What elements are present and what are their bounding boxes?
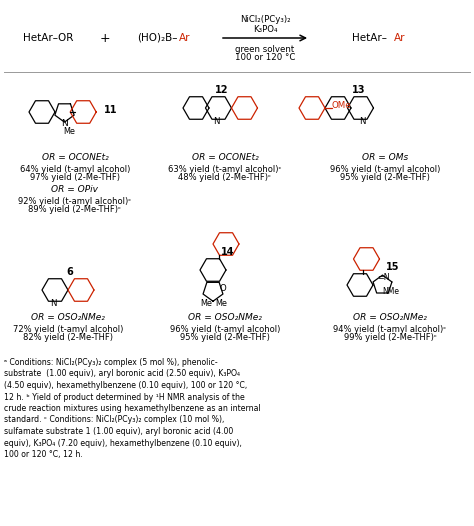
Text: Ar: Ar xyxy=(179,33,191,43)
Text: NMe: NMe xyxy=(382,288,399,297)
Text: 97% yield (2-Me-THF): 97% yield (2-Me-THF) xyxy=(30,174,120,183)
Text: 64% yield (t-amyl alcohol): 64% yield (t-amyl alcohol) xyxy=(20,165,130,174)
Text: 95% yield (2-Me-THF): 95% yield (2-Me-THF) xyxy=(180,333,270,342)
Text: 95% yield (2-Me-THF): 95% yield (2-Me-THF) xyxy=(340,174,430,183)
Text: O: O xyxy=(219,284,227,294)
Text: 13: 13 xyxy=(352,85,365,95)
Text: (HO)₂B–: (HO)₂B– xyxy=(137,33,177,43)
Text: HetAr–OR: HetAr–OR xyxy=(23,33,73,43)
Text: Me: Me xyxy=(200,299,212,308)
Text: 15: 15 xyxy=(386,262,399,272)
Text: HetAr–: HetAr– xyxy=(353,33,388,43)
Text: equiv), K₃PO₄ (7.20 equiv), hexamethylbenzene (0.10 equiv),: equiv), K₃PO₄ (7.20 equiv), hexamethylbe… xyxy=(4,439,242,448)
Text: 63% yield (t-amyl alcohol)ᶜ: 63% yield (t-amyl alcohol)ᶜ xyxy=(168,165,282,174)
Text: N: N xyxy=(61,118,68,127)
Text: 100 or 120 °C, 12 h.: 100 or 120 °C, 12 h. xyxy=(4,450,83,459)
Text: OR = OSO₂NMe₂: OR = OSO₂NMe₂ xyxy=(188,313,262,322)
Text: 96% yield (t-amyl alcohol): 96% yield (t-amyl alcohol) xyxy=(330,165,440,174)
Text: 12 h. ᵇ Yield of product determined by ¹H NMR analysis of the: 12 h. ᵇ Yield of product determined by ¹… xyxy=(4,392,245,401)
Text: 48% yield (2-Me-THF)ᶜ: 48% yield (2-Me-THF)ᶜ xyxy=(179,174,272,183)
Text: N: N xyxy=(359,116,366,126)
Text: 82% yield (2-Me-THF): 82% yield (2-Me-THF) xyxy=(23,333,113,342)
Text: 12: 12 xyxy=(215,85,228,95)
Text: Ar: Ar xyxy=(394,33,406,43)
Text: standard. ᶜ Conditions: NiCl₂(PCy₃)₂ complex (10 mol %),: standard. ᶜ Conditions: NiCl₂(PCy₃)₂ com… xyxy=(4,416,224,424)
Text: 92% yield (t-amyl alcohol)ᶜ: 92% yield (t-amyl alcohol)ᶜ xyxy=(18,197,132,206)
Text: 99% yield (2-Me-THF)ᶜ: 99% yield (2-Me-THF)ᶜ xyxy=(344,333,437,342)
Text: OR = OCONEt₂: OR = OCONEt₂ xyxy=(191,154,258,163)
Text: 14: 14 xyxy=(221,247,235,257)
Text: K₃PO₄: K₃PO₄ xyxy=(253,25,277,34)
Text: NiCl₂(PCy₃)₂: NiCl₂(PCy₃)₂ xyxy=(240,15,290,25)
Text: substrate  (1.00 equiv), aryl boronic acid (2.50 equiv), K₃PO₄: substrate (1.00 equiv), aryl boronic aci… xyxy=(4,369,240,379)
Text: OR = OSO₂NMe₂: OR = OSO₂NMe₂ xyxy=(353,313,427,322)
Text: (4.50 equiv), hexamethylbenzene (0.10 equiv), 100 or 120 °C,: (4.50 equiv), hexamethylbenzene (0.10 eq… xyxy=(4,381,247,390)
Text: OR = OMs: OR = OMs xyxy=(362,154,408,163)
Text: OR = OSO₂NMe₂: OR = OSO₂NMe₂ xyxy=(31,313,105,322)
Text: Me: Me xyxy=(215,299,227,308)
Text: 100 or 120 °C: 100 or 120 °C xyxy=(235,54,295,63)
Text: =N: =N xyxy=(377,272,390,281)
Text: crude reaction mixtures using hexamethylbenzene as an internal: crude reaction mixtures using hexamethyl… xyxy=(4,404,261,413)
Text: OMe: OMe xyxy=(331,102,351,110)
Text: sulfamate substrate 1 (1.00 equiv), aryl boronic acid (4.00: sulfamate substrate 1 (1.00 equiv), aryl… xyxy=(4,427,233,436)
Text: +: + xyxy=(100,32,110,45)
Text: N: N xyxy=(50,299,56,309)
Text: 94% yield (t-amyl alcohol)ᶜ: 94% yield (t-amyl alcohol)ᶜ xyxy=(333,325,447,333)
Text: 72% yield (t-amyl alcohol): 72% yield (t-amyl alcohol) xyxy=(13,325,123,333)
Text: ᵃ Conditions: NiCl₂(PCy₃)₂ complex (5 mol %), phenolic-: ᵃ Conditions: NiCl₂(PCy₃)₂ complex (5 mo… xyxy=(4,358,218,367)
Text: 6: 6 xyxy=(67,267,73,277)
Text: OR = OCONEt₂: OR = OCONEt₂ xyxy=(42,154,109,163)
Text: 89% yield (2-Me-THF)ᶜ: 89% yield (2-Me-THF)ᶜ xyxy=(28,206,121,215)
Text: green solvent: green solvent xyxy=(236,45,295,54)
Text: 96% yield (t-amyl alcohol): 96% yield (t-amyl alcohol) xyxy=(170,325,280,333)
Text: Me: Me xyxy=(64,126,75,136)
Text: OR = OPiv: OR = OPiv xyxy=(52,186,99,195)
Text: N: N xyxy=(213,116,220,126)
Text: 11: 11 xyxy=(103,105,117,115)
